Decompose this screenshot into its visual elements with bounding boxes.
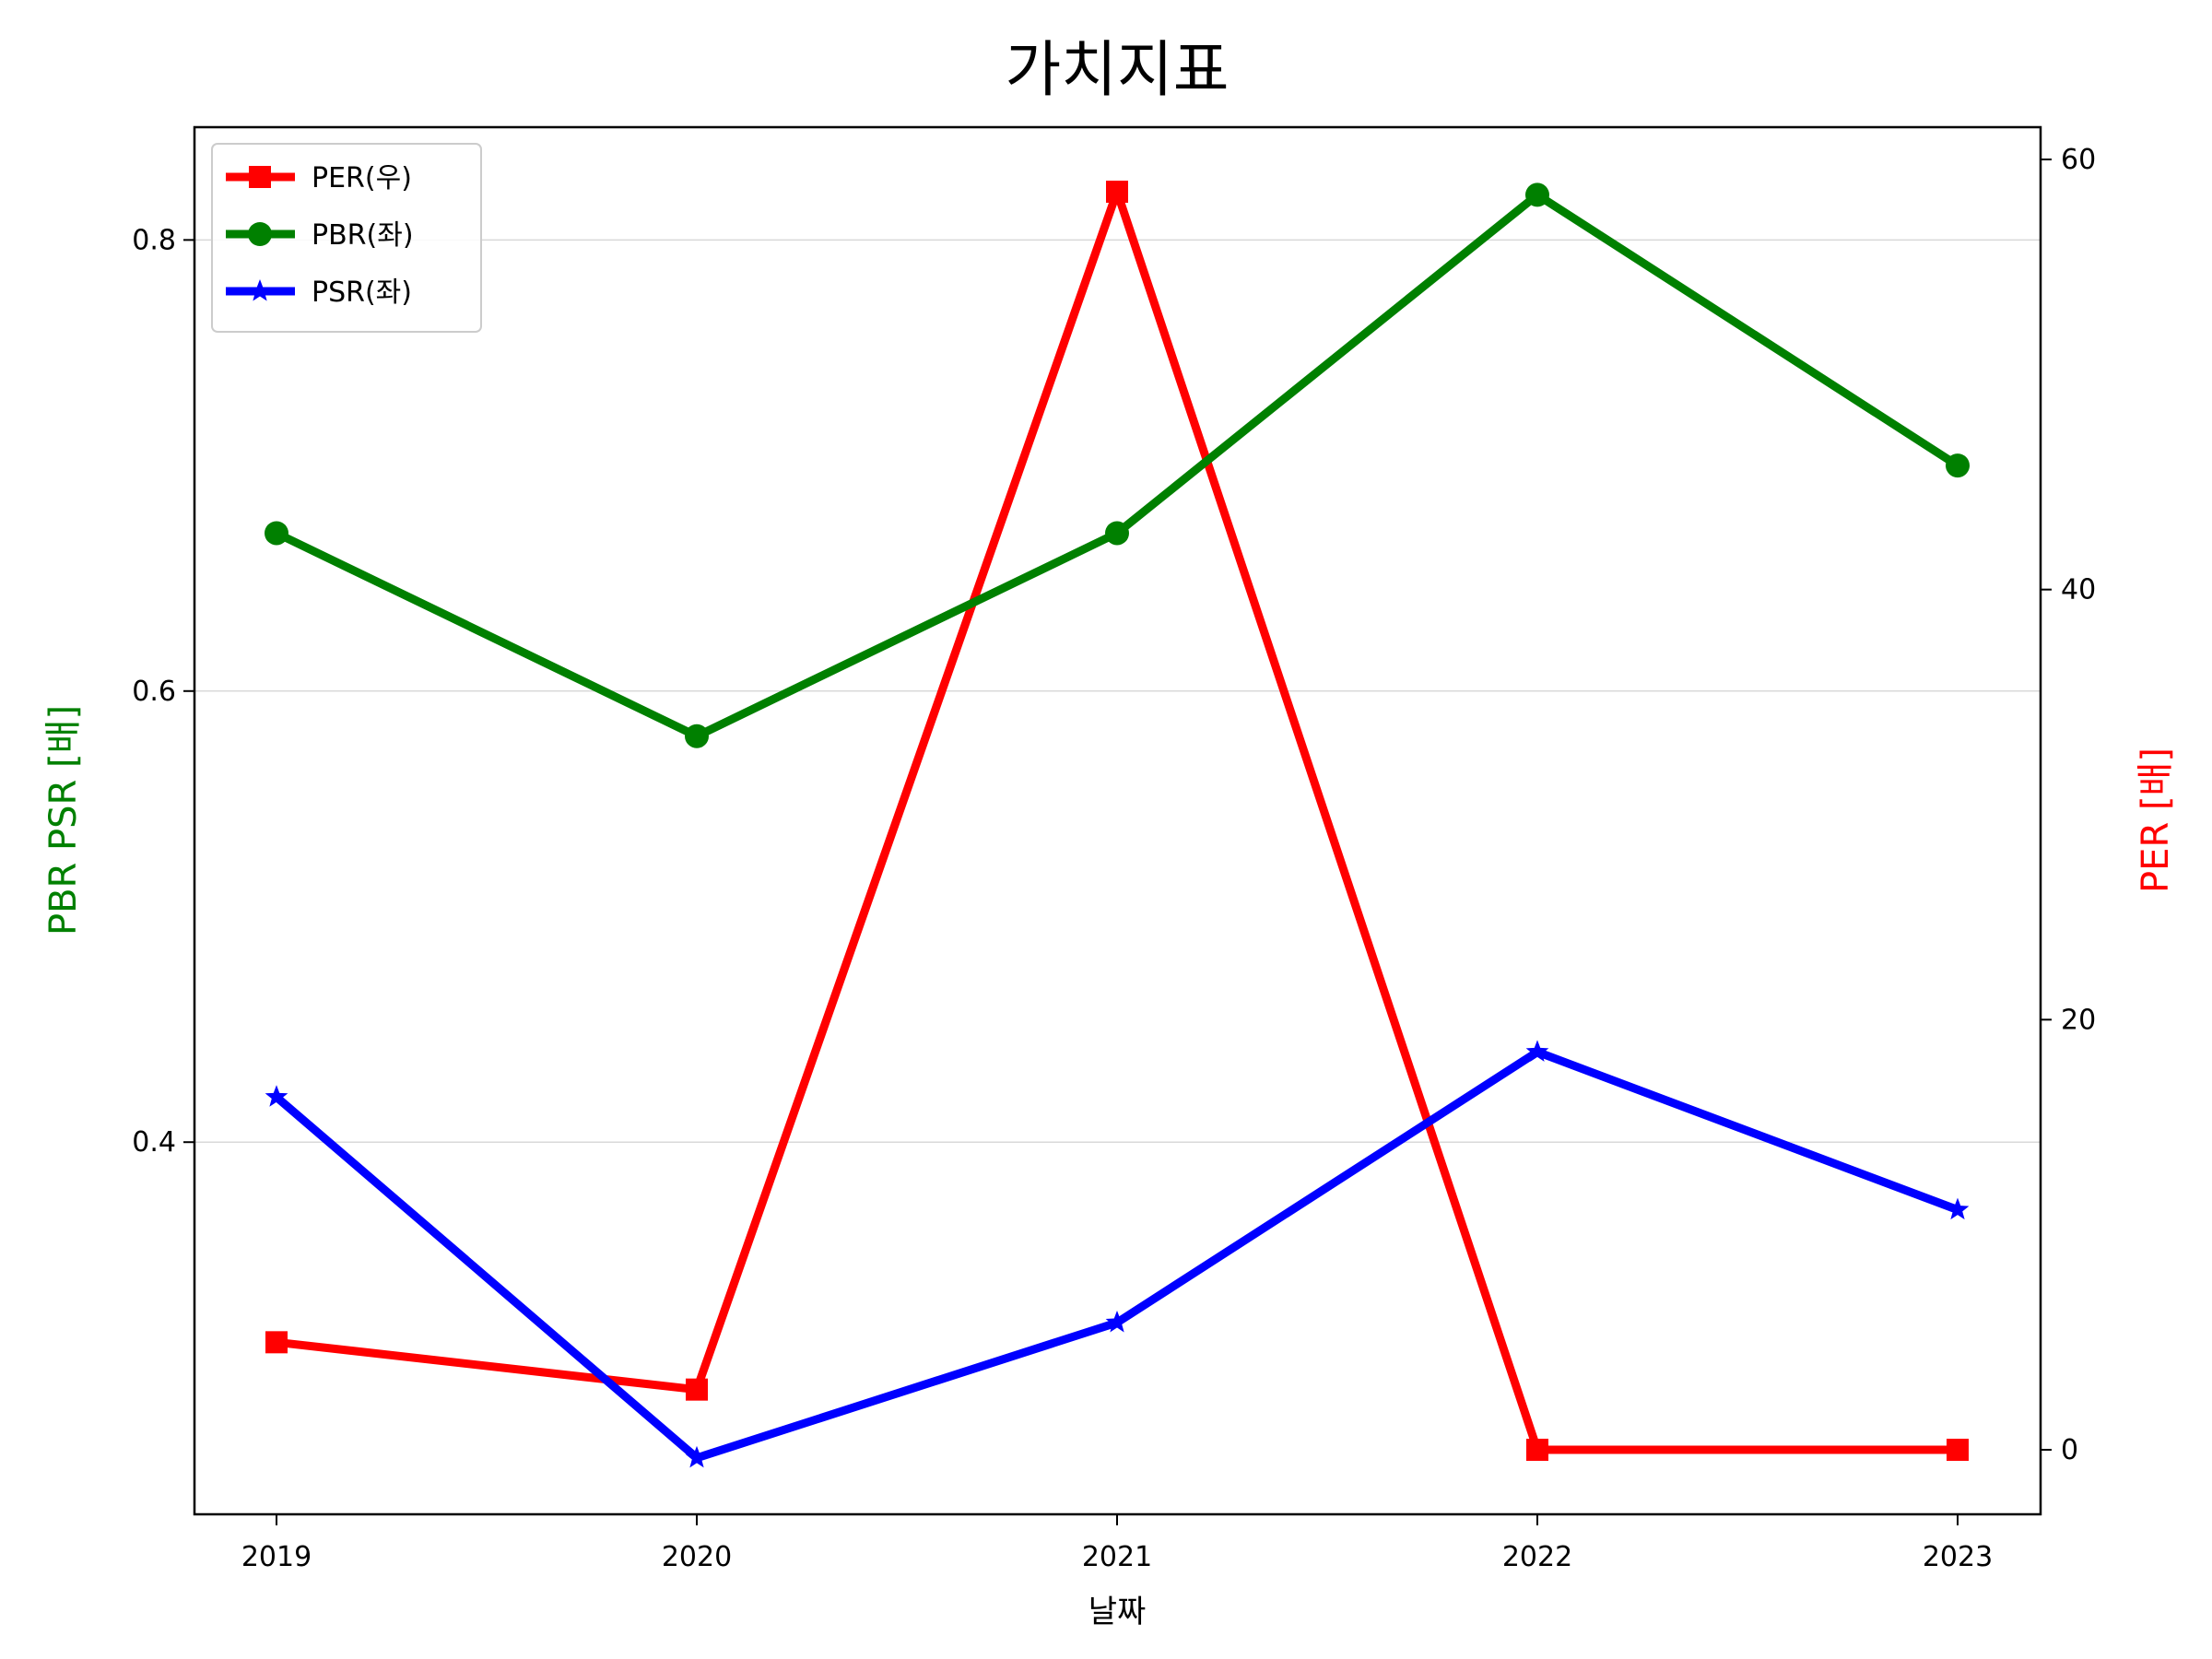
series-line-psr [272, 1047, 1962, 1463]
data-point-square [1526, 1439, 1548, 1461]
right-y-tick-label: 60 [2061, 144, 2096, 176]
plot-area-frame [193, 125, 2042, 1516]
data-point-square [1106, 181, 1128, 203]
left-y-tick-label: 0.8 [132, 224, 176, 256]
data-point-circle [1525, 182, 1549, 207]
data-point-star [265, 1085, 288, 1107]
series-line-per [272, 187, 1962, 1454]
data-point-square [1947, 1439, 1969, 1461]
right-y-tick-label: 20 [2061, 1004, 2096, 1036]
data-point-star [685, 1445, 709, 1468]
data-point-square [686, 1378, 708, 1401]
data-point-star [1946, 1197, 1970, 1220]
series-layer [265, 181, 1970, 1468]
data-point-circle [1105, 521, 1129, 546]
data-point-star [1105, 1310, 1129, 1333]
left-y-tick-label: 0.6 [132, 676, 176, 708]
legend: PER(우) PBR(좌) PSR(좌) [211, 143, 482, 333]
data-point-star [1525, 1040, 1549, 1062]
legend-entry-label: PER(우) [312, 162, 412, 194]
x-axis-label: 날짜 [1088, 1594, 1147, 1630]
chart-title: 가치지표 [1006, 34, 1230, 105]
data-point-circle [1946, 453, 1970, 478]
x-tick-label: 2019 [241, 1541, 312, 1573]
legend-marker [248, 222, 272, 246]
legend-box [211, 143, 482, 333]
data-point-circle [685, 724, 709, 748]
x-tick-label: 2021 [1082, 1541, 1152, 1573]
right-y-tick-label: 0 [2061, 1434, 2078, 1466]
legend-entry-label: PSR(좌) [312, 276, 412, 309]
legend-marker [249, 166, 271, 188]
left-y-axis-label: PBR PSR [배] [42, 705, 85, 935]
x-tick-label: 2023 [1923, 1541, 1993, 1573]
right-y-axis: 0 20 40 60 [2041, 144, 2096, 1466]
grid-layer [194, 239, 2041, 1143]
legend-entry-label: PBR(좌) [312, 219, 414, 252]
left-y-axis: 0.4 0.6 0.8 [132, 224, 194, 1159]
legend-marker [248, 279, 272, 301]
right-y-tick-label: 40 [2061, 574, 2096, 606]
left-y-tick-label: 0.4 [132, 1126, 176, 1159]
x-axis: 2019 2020 2021 2022 2023 [241, 1514, 1993, 1573]
data-point-square [265, 1331, 288, 1354]
x-tick-label: 2020 [662, 1541, 732, 1573]
x-tick-label: 2022 [1502, 1541, 1572, 1573]
data-point-circle [265, 521, 288, 546]
series-line-pbr [272, 190, 1962, 741]
right-y-axis-label: PER [배] [2135, 747, 2177, 893]
